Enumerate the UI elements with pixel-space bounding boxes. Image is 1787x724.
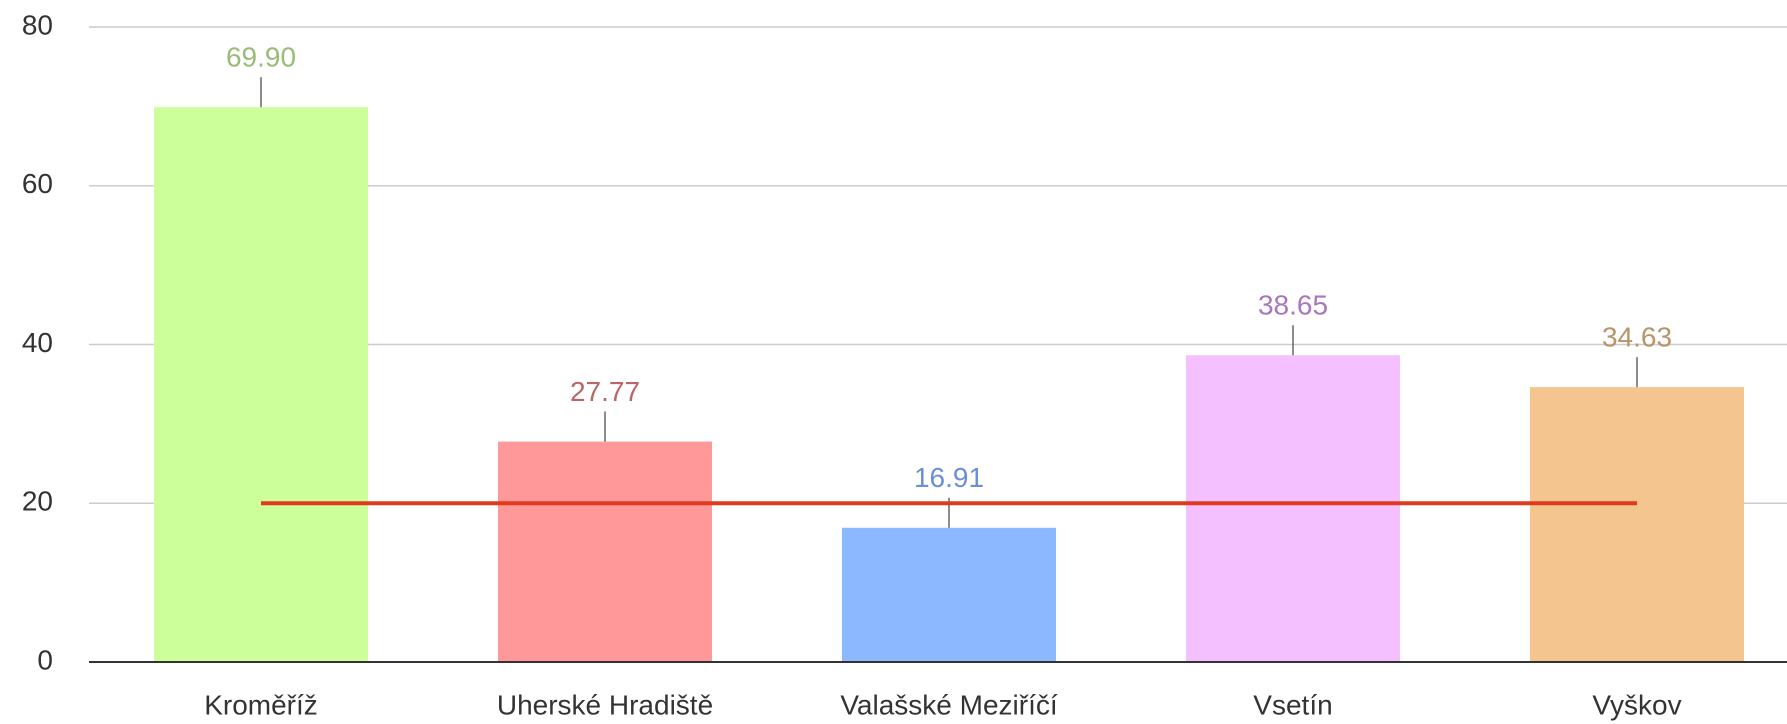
y-tick-label: 40 [22, 327, 53, 358]
bar [1530, 387, 1744, 662]
data-label: 27.77 [570, 376, 640, 407]
x-tick-label: Valašské Meziříčí [840, 689, 1058, 720]
x-tick-label: Vyškov [1592, 689, 1681, 720]
bar [498, 441, 712, 662]
bar [154, 107, 368, 662]
data-label: 16.91 [914, 462, 984, 493]
x-tick-label: Kroměříž [204, 689, 318, 720]
y-tick-label: 80 [22, 9, 53, 40]
data-label: 38.65 [1258, 290, 1328, 321]
x-tick-label: Uherské Hradiště [497, 689, 713, 720]
bar [842, 527, 1056, 662]
bar [1186, 355, 1400, 662]
data-label: 34.63 [1602, 322, 1672, 353]
y-tick-label: 0 [37, 644, 53, 675]
data-label: 69.90 [226, 42, 296, 73]
y-tick-label: 60 [22, 168, 53, 199]
x-tick-label: Vsetín [1253, 689, 1332, 720]
y-tick-label: 20 [22, 486, 53, 517]
